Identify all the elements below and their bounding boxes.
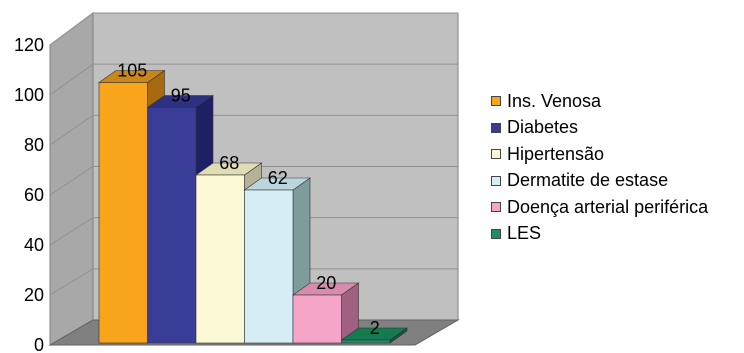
bar bbox=[292, 282, 360, 344]
bar bbox=[243, 177, 311, 344]
y-tick-label: 40 bbox=[24, 235, 44, 255]
legend-label: Doença arterial periférica bbox=[507, 196, 709, 217]
data-label: 2 bbox=[370, 318, 380, 338]
gridline bbox=[49, 268, 458, 296]
legend-label: Hipertensão bbox=[507, 143, 605, 164]
bar-front bbox=[195, 174, 245, 344]
bar-front bbox=[292, 294, 342, 344]
legend-swatch bbox=[491, 202, 501, 213]
y-tick-label: 60 bbox=[24, 185, 44, 205]
data-label: 20 bbox=[316, 273, 336, 293]
gridline bbox=[49, 63, 458, 96]
legend: Ins. Venosa Diabetes Hipertensão Dermatite … bbox=[491, 88, 708, 247]
legend-swatch bbox=[491, 122, 501, 133]
legend-swatch bbox=[491, 149, 501, 160]
gridline bbox=[49, 217, 458, 246]
legend-item: LES bbox=[491, 221, 708, 248]
legend-label: Diabetes bbox=[507, 117, 579, 138]
legend-label: LES bbox=[507, 223, 542, 244]
legend-swatch bbox=[491, 96, 501, 107]
bar bbox=[340, 327, 408, 344]
data-labels: 105 95 68 62 20 2 bbox=[117, 61, 380, 339]
data-label: 68 bbox=[219, 153, 239, 173]
legend-swatch bbox=[491, 228, 501, 239]
bar-front bbox=[147, 107, 197, 344]
legend-item: Ins. Venosa bbox=[491, 88, 708, 115]
bar-front bbox=[98, 82, 148, 344]
gridline bbox=[49, 166, 458, 196]
y-tick-label: 100 bbox=[14, 85, 44, 105]
data-label: 105 bbox=[117, 61, 147, 81]
legend-item: Hipertensão bbox=[491, 141, 708, 168]
gridline bbox=[49, 114, 458, 146]
bar bbox=[146, 94, 214, 344]
side-wall bbox=[49, 12, 94, 346]
y-tick-label: 120 bbox=[14, 35, 44, 55]
data-label: 95 bbox=[171, 86, 191, 106]
legend-item: Diabetes bbox=[491, 115, 708, 142]
y-axis-ticks: 0 20 40 60 80 100 120 bbox=[14, 35, 44, 353]
legend-label: Dermatite de estase bbox=[507, 170, 669, 191]
legend-item: Dermatite de estase bbox=[491, 168, 708, 195]
legend-label: Ins. Venosa bbox=[507, 90, 602, 111]
y-tick-label: 0 bbox=[34, 335, 44, 353]
bar-front bbox=[341, 339, 391, 344]
data-label: 62 bbox=[268, 168, 288, 188]
bars bbox=[98, 69, 408, 344]
gridline bbox=[49, 12, 458, 46]
bar-front bbox=[244, 189, 294, 344]
legend-swatch bbox=[491, 175, 501, 186]
gridlines bbox=[49, 12, 458, 296]
y-tick-label: 80 bbox=[24, 135, 44, 155]
legend-item: Doença arterial periférica bbox=[491, 194, 708, 221]
y-tick-label: 20 bbox=[24, 285, 44, 305]
